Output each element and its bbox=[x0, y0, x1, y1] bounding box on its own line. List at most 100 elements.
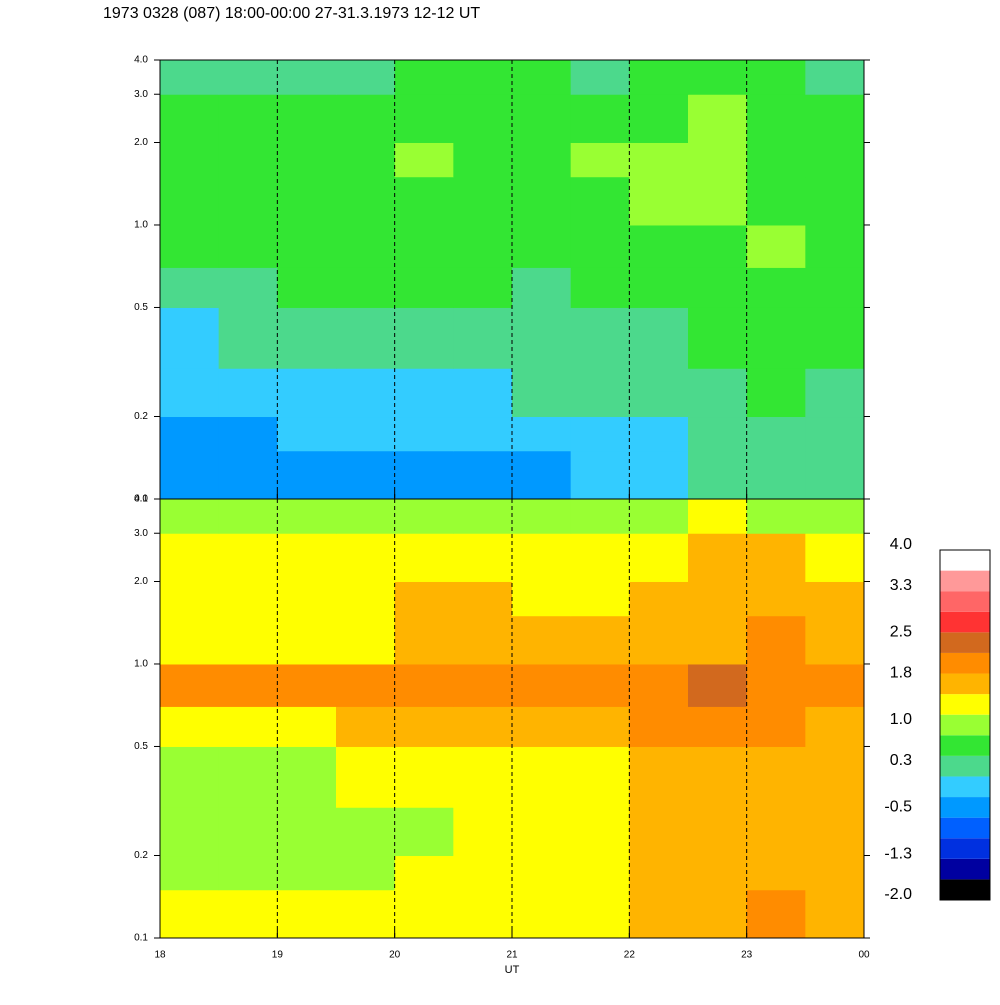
y-tick-label: 2.0 bbox=[134, 137, 148, 148]
colorbar-swatch bbox=[940, 632, 990, 653]
heatmap-cell bbox=[570, 499, 630, 534]
heatmap-cell bbox=[160, 615, 220, 665]
heatmap-cell bbox=[277, 706, 337, 747]
heatmap-cell bbox=[336, 94, 396, 143]
heatmap-cell bbox=[805, 499, 865, 534]
heatmap-cell bbox=[746, 176, 806, 226]
heatmap-cell bbox=[512, 746, 572, 808]
heatmap-cell bbox=[394, 94, 454, 143]
heatmap-cell bbox=[746, 450, 806, 500]
heatmap-cell bbox=[629, 889, 689, 939]
heatmap-cell bbox=[336, 889, 396, 939]
heatmap-cell bbox=[746, 224, 806, 268]
heatmap-cell bbox=[453, 94, 513, 143]
colorbar-swatch bbox=[940, 776, 990, 798]
heatmap-cell bbox=[277, 60, 337, 95]
heatmap-cell bbox=[512, 60, 572, 95]
heatmap-cell bbox=[394, 368, 454, 418]
heatmap-cell bbox=[746, 533, 806, 582]
heatmap-cell bbox=[394, 615, 454, 665]
heatmap-cell bbox=[629, 533, 689, 582]
heatmap-cell bbox=[570, 60, 630, 95]
heatmap-cell bbox=[688, 706, 748, 747]
heatmap-cell bbox=[512, 94, 572, 143]
heatmap-cell bbox=[218, 889, 278, 939]
x-tick-label: 00 bbox=[858, 950, 870, 961]
heatmap-cell bbox=[277, 533, 337, 582]
heatmap-cell bbox=[453, 60, 513, 95]
x-tick-label: 23 bbox=[741, 950, 753, 961]
heatmap-cell bbox=[570, 224, 630, 268]
heatmap-cell bbox=[570, 807, 630, 857]
heatmap-cell bbox=[218, 60, 278, 95]
colorbar-swatch bbox=[940, 694, 990, 715]
heatmap-cell bbox=[629, 615, 689, 665]
heatmap-cell bbox=[512, 176, 572, 226]
heatmap-cell bbox=[746, 307, 806, 369]
heatmap-cell bbox=[336, 142, 396, 178]
heatmap-cell bbox=[277, 307, 337, 369]
heatmap-cell bbox=[336, 581, 396, 617]
heatmap-cell bbox=[512, 307, 572, 369]
heatmap-cell bbox=[277, 889, 337, 939]
heatmap-cell bbox=[629, 416, 689, 452]
heatmap-cell bbox=[277, 267, 337, 308]
heatmap-cell bbox=[512, 450, 572, 500]
colorbar-label: 0.3 bbox=[890, 752, 912, 769]
heatmap-cell bbox=[277, 416, 337, 452]
heatmap-cell bbox=[218, 581, 278, 617]
heatmap-cell bbox=[277, 450, 337, 500]
colorbar-label: 1.0 bbox=[890, 711, 912, 728]
heatmap-cell bbox=[160, 142, 220, 178]
heatmap-cell bbox=[512, 581, 572, 617]
heatmap-cell bbox=[453, 615, 513, 665]
heatmap-cell bbox=[688, 416, 748, 452]
heatmap-cell bbox=[570, 94, 630, 143]
heatmap-cell bbox=[160, 807, 220, 857]
heatmap-cell bbox=[394, 706, 454, 747]
heatmap-cell bbox=[453, 176, 513, 226]
heatmap-cell bbox=[336, 499, 396, 534]
y-tick-label: 0.1 bbox=[134, 933, 148, 944]
heatmap-cell bbox=[629, 581, 689, 617]
heatmap-cell bbox=[570, 615, 630, 665]
heatmap-cell bbox=[160, 94, 220, 143]
heatmap-cell bbox=[688, 94, 748, 143]
heatmap-cell bbox=[570, 855, 630, 891]
heatmap-cell bbox=[512, 267, 572, 308]
y-tick-label: 0.5 bbox=[134, 741, 148, 752]
heatmap-cell bbox=[746, 706, 806, 747]
heatmap-cell bbox=[160, 307, 220, 369]
y-tick-label: 4.0 bbox=[134, 494, 148, 505]
chart-title: 1973 0328 (087) 18:00-00:00 27-31.3.1973… bbox=[103, 5, 480, 22]
heatmap-cell bbox=[160, 855, 220, 891]
heatmap-cell bbox=[218, 176, 278, 226]
heatmap-cell bbox=[629, 176, 689, 226]
heatmap-cell bbox=[570, 416, 630, 452]
heatmap-cell bbox=[277, 746, 337, 808]
heatmap-cell bbox=[394, 663, 454, 707]
heatmap-cell bbox=[453, 889, 513, 939]
heatmap-cell bbox=[746, 746, 806, 808]
heatmap-cell bbox=[629, 60, 689, 95]
heatmap-cell bbox=[688, 581, 748, 617]
heatmap-cell bbox=[453, 581, 513, 617]
heatmap-cell bbox=[688, 533, 748, 582]
heatmap-cell bbox=[394, 416, 454, 452]
heatmap-cell bbox=[688, 60, 748, 95]
heatmap-cell bbox=[570, 450, 630, 500]
heatmap-cell bbox=[453, 450, 513, 500]
y-tick-label: 3.0 bbox=[134, 89, 148, 100]
colorbar-swatch bbox=[940, 570, 990, 592]
colorbar-swatch bbox=[940, 879, 990, 900]
heatmap-cell bbox=[805, 807, 865, 857]
heatmap-cell bbox=[160, 176, 220, 226]
heatmap-cell bbox=[688, 307, 748, 369]
heatmap-cell bbox=[160, 746, 220, 808]
heatmap-cell bbox=[629, 807, 689, 857]
heatmap-cell bbox=[336, 663, 396, 707]
heatmap-cell bbox=[218, 746, 278, 808]
heatmap-cell bbox=[336, 267, 396, 308]
y-tick-label: 0.2 bbox=[134, 411, 148, 422]
heatmap-cell bbox=[688, 176, 748, 226]
